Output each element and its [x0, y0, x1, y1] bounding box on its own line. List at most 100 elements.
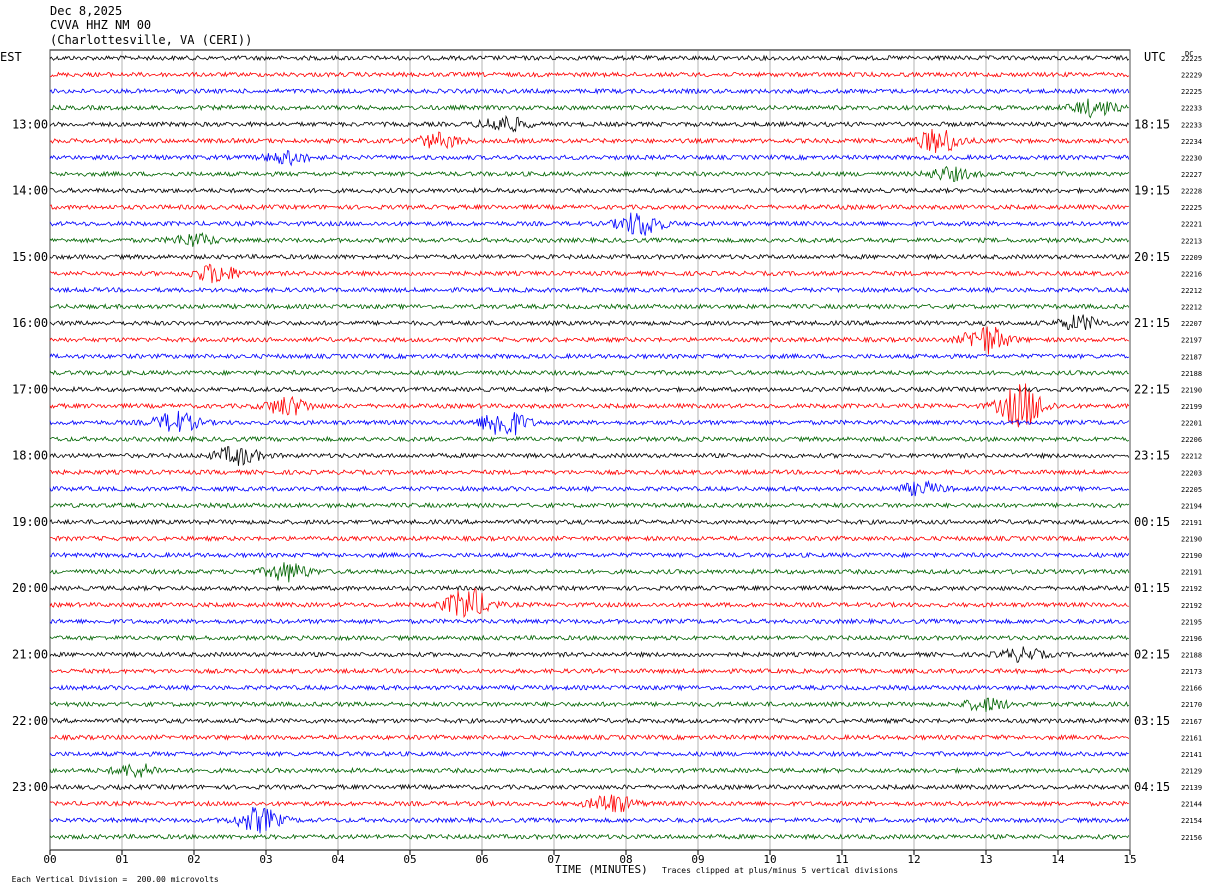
dc-offset-label: 22205 — [1181, 486, 1202, 494]
station-location: (Charlottesville, VA (CERI)) — [50, 33, 253, 47]
trace-line — [49, 783, 1130, 791]
dc-offset-label: 22188 — [1181, 652, 1202, 660]
trace-line — [49, 302, 1130, 311]
right-hour-label: 02:15 — [1134, 648, 1170, 662]
right-hour-label: 20:15 — [1134, 250, 1170, 264]
right-hour-label: 23:15 — [1134, 449, 1170, 463]
trace-line — [49, 286, 1130, 294]
dc-offset-label: 22201 — [1181, 420, 1202, 428]
dc-offset-label: 22228 — [1181, 188, 1202, 196]
trace-line — [49, 232, 1130, 247]
trace-line — [49, 833, 1130, 841]
trace-line — [49, 468, 1130, 476]
plot-frame — [49, 49, 1131, 851]
right-hour-label: 21:15 — [1134, 316, 1170, 330]
plot-date: Dec 8,2025 — [50, 4, 123, 18]
dc-offset-label: 22191 — [1181, 569, 1202, 577]
right-hour-label: 22:15 — [1134, 382, 1170, 396]
x-tick-label: 07 — [547, 853, 560, 866]
right-hour-label: 03:15 — [1134, 714, 1170, 728]
left-timezone-label: EST — [0, 50, 22, 64]
trace-line — [49, 551, 1130, 559]
trace-line — [49, 165, 1130, 182]
left-hour-label: 18:00 — [12, 449, 48, 463]
right-hour-label: 04:15 — [1134, 780, 1170, 794]
footer-clip-note: Traces clipped at plus/minus 5 vertical … — [662, 866, 899, 875]
dc-offset-label: 22192 — [1181, 585, 1202, 593]
right-timezone-label: UTC — [1144, 50, 1166, 64]
trace-line — [49, 114, 1130, 133]
seismogram-plot: 00 01 02 03 04 05 06 07 08 09 10 11 12 13 14 15 22225 222… — [12, 49, 1202, 866]
dc-offset-label: 22212 — [1181, 453, 1202, 461]
trace-line — [49, 369, 1129, 377]
trace-line — [49, 253, 1130, 261]
x-tick-label: 04 — [331, 853, 345, 866]
right-hour-label: 19:15 — [1134, 184, 1170, 198]
trace-line — [49, 352, 1130, 360]
trace-line — [49, 87, 1130, 95]
dc-offset-header: DC — [1185, 50, 1194, 58]
dc-offset-label: 22154 — [1181, 817, 1202, 825]
dc-offset-label: 22170 — [1181, 701, 1202, 709]
x-tick-label: 11 — [835, 853, 848, 866]
dc-offset-label: 22221 — [1181, 221, 1202, 229]
trace-line — [49, 446, 1130, 466]
left-hour-label: 16:00 — [12, 316, 48, 330]
dc-offset-label: 22190 — [1181, 536, 1202, 544]
dc-offset-label: 22230 — [1181, 154, 1202, 162]
trace-line — [49, 794, 1129, 813]
left-hour-label: 20:00 — [12, 581, 48, 595]
trace-line — [49, 98, 1129, 119]
left-hour-label: 15:00 — [12, 250, 48, 264]
dc-offset-label: 22191 — [1181, 519, 1202, 527]
dc-offset-label: 22225 — [1181, 55, 1202, 63]
dc-offset-label: 22173 — [1181, 668, 1202, 676]
dc-offset-label: 22190 — [1181, 552, 1202, 560]
x-axis-label: TIME (MINUTES) — [555, 863, 648, 876]
trace-line — [49, 750, 1129, 758]
trace-line — [49, 587, 1129, 618]
dc-offset-label: 22203 — [1181, 469, 1202, 477]
dc-offset-label: 22233 — [1181, 105, 1202, 113]
right-hour-label: 01:15 — [1134, 581, 1170, 595]
dc-offset-label: 22139 — [1181, 784, 1202, 792]
trace-line — [49, 435, 1130, 443]
x-tick-label: 03 — [259, 853, 272, 866]
left-hour-label: 22:00 — [12, 714, 48, 728]
dc-offset-label: 22190 — [1181, 386, 1202, 394]
left-hour-label: 14:00 — [12, 184, 48, 198]
right-hour-label: 18:15 — [1134, 117, 1170, 131]
dc-offset-label: 22195 — [1181, 618, 1202, 626]
trace-line — [49, 806, 1130, 834]
dc-offset-label: 22207 — [1181, 320, 1202, 328]
dc-offset-label: 22192 — [1181, 602, 1202, 610]
dc-offset-label: 22141 — [1181, 751, 1202, 759]
dc-offset-label: 22196 — [1181, 635, 1202, 643]
trace-line — [49, 212, 1129, 236]
left-hour-label: 13:00 — [12, 117, 48, 131]
dc-offset-label: 22161 — [1181, 734, 1202, 742]
x-tick-label: 09 — [691, 853, 704, 866]
trace-line — [49, 501, 1130, 509]
trace-line — [49, 717, 1130, 725]
dc-offset-label: 22227 — [1181, 171, 1202, 179]
trace-line — [49, 263, 1130, 284]
trace-line — [49, 187, 1130, 195]
dc-offset-label: 22212 — [1181, 304, 1202, 312]
trace-line — [49, 584, 1130, 592]
dc-offset-label: 22233 — [1181, 121, 1202, 129]
trace-line — [49, 697, 1130, 713]
trace-line — [49, 203, 1129, 211]
x-tick-label: 14 — [1051, 853, 1065, 866]
station-code: CVVA HHZ NM 00 — [50, 18, 152, 32]
trace-line — [49, 562, 1130, 583]
right-hour-label: 00:15 — [1134, 515, 1170, 529]
x-tick-label: 00 — [43, 853, 56, 866]
trace-line — [49, 314, 1130, 330]
left-hour-label: 21:00 — [12, 648, 48, 662]
dc-offset-label: 22206 — [1181, 436, 1202, 444]
dc-offset-label: 22212 — [1181, 287, 1202, 295]
left-hour-label: 19:00 — [12, 515, 48, 529]
x-tick-label: 13 — [979, 853, 992, 866]
trace-line — [49, 410, 1130, 436]
